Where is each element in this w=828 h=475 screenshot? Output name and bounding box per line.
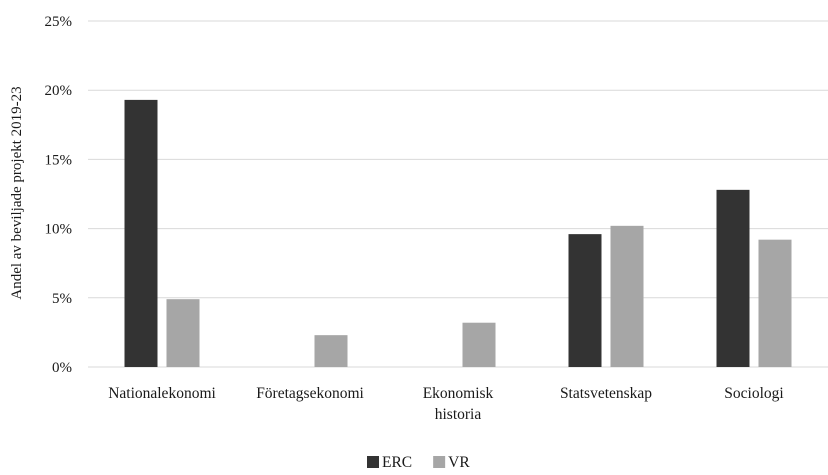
y-tick-label: 20% bbox=[45, 83, 73, 99]
y-axis-label: Andel av beviljade projekt 2019-23 bbox=[9, 86, 25, 299]
y-tick-label: 15% bbox=[45, 152, 73, 168]
x-category-label: Statsvetenskap bbox=[560, 385, 652, 402]
y-tick-label: 25% bbox=[45, 14, 73, 30]
y-axis-ticks: 0% 5% 10% 15% 20% 25% bbox=[45, 14, 73, 376]
bars bbox=[124, 99, 792, 367]
x-axis-categories: Nationalekonomi Företagsekonomi Ekonomisk h… bbox=[108, 385, 784, 423]
legend: ERC VR bbox=[367, 454, 470, 471]
y-tick-label: 0% bbox=[52, 360, 72, 376]
legend-swatch-vr bbox=[433, 456, 446, 468]
bar-vr bbox=[758, 239, 792, 367]
y-tick-label: 10% bbox=[45, 222, 73, 238]
x-category-label: historia bbox=[435, 406, 482, 423]
bar-erc bbox=[124, 99, 158, 367]
bar-vr bbox=[314, 335, 348, 367]
x-category-label: Nationalekonomi bbox=[108, 385, 216, 402]
gridlines bbox=[88, 20, 828, 368]
bar-erc bbox=[568, 234, 602, 367]
bar-erc bbox=[716, 189, 750, 367]
y-tick-label: 5% bbox=[52, 291, 72, 307]
legend-swatch-erc bbox=[367, 456, 379, 468]
x-category-label: Ekonomisk bbox=[423, 385, 494, 402]
legend-label-vr: VR bbox=[448, 454, 470, 470]
bar-vr bbox=[462, 322, 496, 367]
x-category-label: Företagsekonomi bbox=[256, 385, 364, 402]
legend-label-erc: ERC bbox=[382, 454, 412, 470]
bar-vr bbox=[610, 225, 644, 367]
x-category-label: Sociologi bbox=[724, 385, 784, 402]
bar-vr bbox=[166, 299, 200, 367]
